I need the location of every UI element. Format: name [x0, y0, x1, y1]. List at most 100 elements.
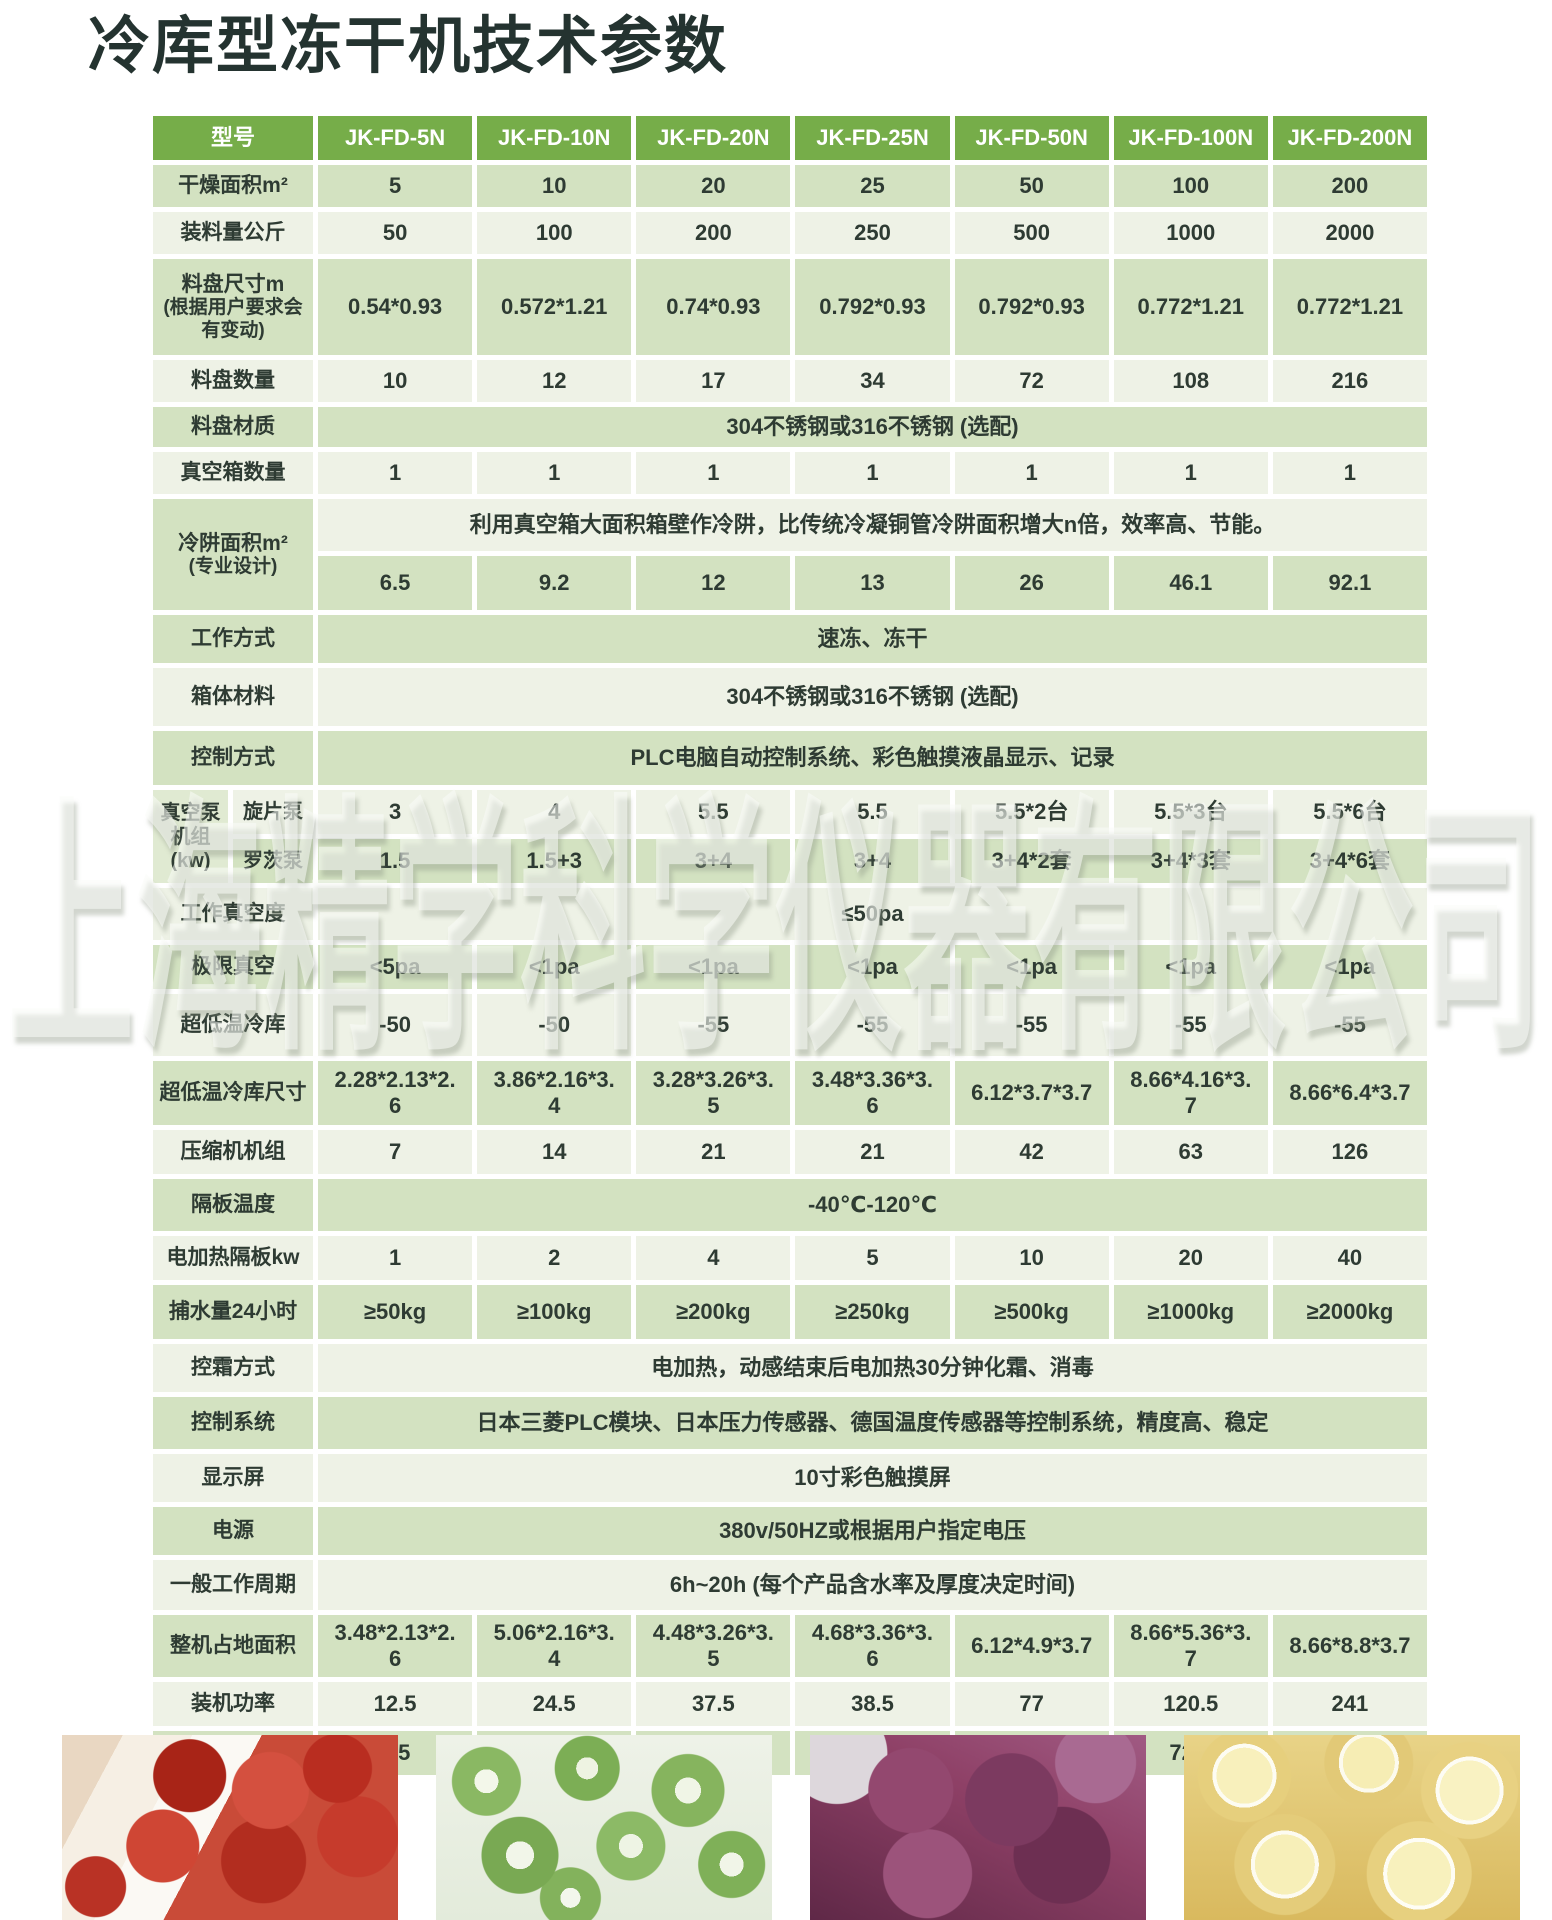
header-model: JK-FD-5N	[318, 116, 473, 160]
value-cell: 200	[636, 212, 791, 254]
row-tray-material: 料盘材质 304不锈钢或316不锈钢 (选配)	[153, 407, 1427, 447]
value-cell: 12	[636, 556, 791, 610]
row-label: 控霜方式	[153, 1344, 313, 1392]
value-cell: 1000	[1113, 212, 1268, 254]
row-label: 控制系统	[153, 1397, 313, 1449]
value-cell: -55	[1113, 994, 1268, 1056]
value-cell: 241	[1272, 1682, 1427, 1726]
value-cell: <1pa	[954, 945, 1109, 989]
value-cell: 0.792*0.93	[795, 259, 950, 355]
row-label: 整机占地面积	[153, 1615, 313, 1677]
row-defrost: 控霜方式 电加热，动感结束后电加热30分钟化霜、消毒	[153, 1344, 1427, 1392]
row-label: 一般工作周期	[153, 1560, 313, 1610]
header-model: JK-FD-25N	[795, 116, 950, 160]
value-cell: 5.5	[636, 790, 791, 834]
row-label: 超低温冷库	[153, 994, 313, 1056]
value-cell: <1pa	[636, 945, 791, 989]
row-label: 电加热隔板kw	[153, 1236, 313, 1280]
row-chamber-material: 箱体材料 304不锈钢或316不锈钢 (选配)	[153, 668, 1427, 726]
value-cell: 0.54*0.93	[318, 259, 473, 355]
value-cell: 1	[636, 452, 791, 494]
value-cell: 1	[318, 452, 473, 494]
value-cell: 5.5	[795, 790, 950, 834]
value-cell: 500	[954, 212, 1109, 254]
value-cell: 100	[1113, 165, 1268, 207]
value-cell: ≥500kg	[954, 1285, 1109, 1339]
value-cell: ≥2000kg	[1272, 1285, 1427, 1339]
value-cell: 42	[954, 1130, 1109, 1174]
value-cell: 5.5*2台	[954, 790, 1109, 834]
value-cell: 17	[636, 360, 791, 402]
value-cell: 38.5	[795, 1682, 950, 1726]
row-vacuum-chamber-count: 真空箱数量 1 1 1 1 1 1 1	[153, 452, 1427, 494]
row-water-capture: 捕水量24小时 ≥50kg ≥100kg ≥200kg ≥250kg ≥500k…	[153, 1285, 1427, 1339]
value-cell: -55	[954, 994, 1109, 1056]
value-cell: 21	[636, 1130, 791, 1174]
row-ultra-cold-size: 超低温冷库尺寸 2.28*2.13*2.6 3.86*2.16*3.4 3.28…	[153, 1061, 1427, 1125]
value-cell: 8.66*8.8*3.7	[1272, 1615, 1427, 1677]
value-cell: 34	[795, 360, 950, 402]
value-cell: <1pa	[477, 945, 632, 989]
value-cell: 3.48*2.13*2.6	[318, 1615, 473, 1677]
value-cell: -50	[318, 994, 473, 1056]
row-label: 箱体材料	[153, 668, 313, 726]
photo-freeze-dried-lemon-slices	[1184, 1735, 1520, 1920]
row-ultimate-vacuum: 极限真空 <5pa <1pa <1pa <1pa <1pa <1pa <1pa	[153, 945, 1427, 989]
value-cell: 63	[1113, 1130, 1268, 1174]
row-cold-trap: 冷阱面积m² (专业设计) 利用真空箱大面积箱壁作冷阱，比传统冷凝铜管冷阱面积增…	[153, 499, 1427, 610]
photo-freeze-dried-okra	[436, 1735, 772, 1920]
value-cell: 12	[477, 360, 632, 402]
value-cell: 0.572*1.21	[477, 259, 632, 355]
row-control-system: 控制系统 日本三菱PLC模块、日本压力传感器、德国温度传感器等控制系统，精度高、…	[153, 1397, 1427, 1449]
page-title: 冷库型冻干机技术参数	[88, 12, 729, 81]
value-cell: 8.66*5.36*3.7	[1113, 1615, 1268, 1677]
value-cell: -55	[636, 994, 791, 1056]
row-label: 装料量公斤	[153, 212, 313, 254]
value-cell: -55	[1272, 994, 1427, 1056]
value-cell: <1pa	[1272, 945, 1427, 989]
value-cell: 4	[477, 790, 632, 834]
value-cell: 6.12*4.9*3.7	[954, 1615, 1109, 1677]
row-label: 显示屏	[153, 1454, 313, 1502]
merged-value-cell: 电加热，动感结束后电加热30分钟化霜、消毒	[318, 1344, 1427, 1392]
value-cell: 5	[795, 1236, 950, 1280]
value-cell: 26	[954, 556, 1109, 610]
row-dry-area: 干燥面积m² 5 10 20 25 50 100 200	[153, 165, 1427, 207]
header-model: JK-FD-200N	[1272, 116, 1427, 160]
value-cell: 4	[636, 1236, 791, 1280]
row-label: 工作真空度	[153, 888, 313, 940]
row-label: 电源	[153, 1507, 313, 1555]
value-cell: 50	[318, 212, 473, 254]
row-tray-size: 料盘尺寸m (根据用户要求会有变动) 0.54*0.93 0.572*1.21 …	[153, 259, 1427, 355]
merged-value-cell: ≤50pa	[318, 888, 1427, 940]
merged-value-cell: 304不锈钢或316不锈钢 (选配)	[318, 668, 1427, 726]
row-label: 真空箱数量	[153, 452, 313, 494]
row-control-mode: 控制方式 PLC电脑自动控制系统、彩色触摸液晶显示、记录	[153, 731, 1427, 785]
merged-value-cell: 380v/50HZ或根据用户指定电压	[318, 1507, 1427, 1555]
value-cell: 72	[954, 360, 1109, 402]
value-cell: 92.1	[1272, 556, 1427, 610]
value-cell: 1	[795, 452, 950, 494]
value-cell: 10	[477, 165, 632, 207]
row-label: 隔板温度	[153, 1179, 313, 1231]
row-label: 冷阱面积m² (专业设计)	[153, 499, 313, 610]
value-cell: 37.5	[636, 1682, 791, 1726]
value-cell: 46.1	[1113, 556, 1268, 610]
value-cell: 1	[1113, 452, 1268, 494]
merged-value-cell: 304不锈钢或316不锈钢 (选配)	[318, 407, 1427, 447]
value-cell: ≥50kg	[318, 1285, 473, 1339]
value-cell: 1	[1272, 452, 1427, 494]
value-cell: 10	[318, 360, 473, 402]
row-footprint: 整机占地面积 3.48*2.13*2.6 5.06*2.16*3.4 4.48*…	[153, 1615, 1427, 1677]
value-cell: 10	[954, 1236, 1109, 1280]
row-label: 装机功率	[153, 1682, 313, 1726]
header-model: JK-FD-10N	[477, 116, 632, 160]
header-model-label: 型号	[153, 116, 313, 160]
value-cell: 5.5*6台	[1272, 790, 1427, 834]
cold-trap-description: 利用真空箱大面积箱壁作冷阱，比传统冷凝铜管冷阱面积增大n倍，效率高、节能。	[318, 499, 1427, 551]
sub-row-label: 罗茨泵	[233, 839, 313, 883]
value-cell: <1pa	[795, 945, 950, 989]
value-cell: 1	[477, 452, 632, 494]
value-cell: 126	[1272, 1130, 1427, 1174]
merged-value-cell: 速冻、冻干	[318, 615, 1427, 663]
